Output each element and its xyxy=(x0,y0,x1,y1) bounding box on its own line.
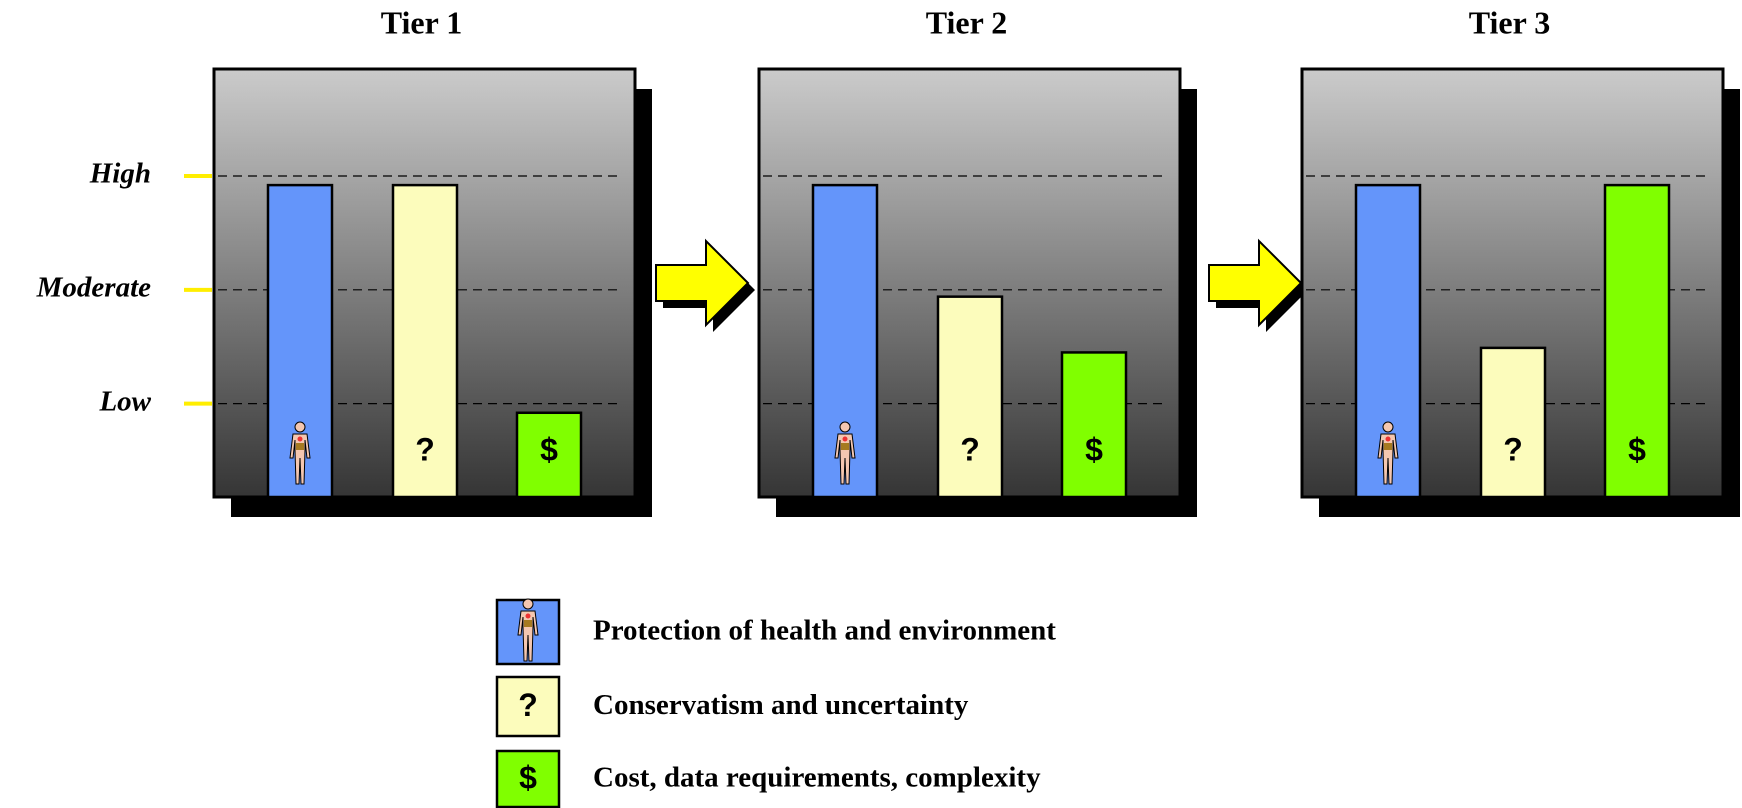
y-tick-label: Low xyxy=(98,385,151,417)
legend-icon: ? xyxy=(518,687,538,723)
bar-icon: $ xyxy=(540,431,558,467)
panel-title: Tier 3 xyxy=(1469,4,1550,40)
bar-icon: ? xyxy=(960,431,980,467)
arrow xyxy=(1208,238,1308,332)
legend-swatch xyxy=(495,675,561,738)
bar-icon: ? xyxy=(415,431,435,467)
y-tick-label: Moderate xyxy=(36,271,152,303)
bar-icon: $ xyxy=(1085,431,1103,467)
legend-swatch xyxy=(495,749,561,808)
legend-icon: $ xyxy=(519,759,537,795)
bar xyxy=(1060,351,1128,499)
legend-label: Cost, data requirements, complexity xyxy=(593,762,1041,794)
arrow xyxy=(655,238,755,332)
arrows xyxy=(655,238,1308,332)
bar xyxy=(391,183,459,499)
legend-label: Protection of health and environment xyxy=(593,615,1056,647)
bar xyxy=(1603,183,1671,499)
legend-label: Conservatism and uncertainty xyxy=(593,689,969,721)
panel-title: Tier 2 xyxy=(926,4,1007,40)
bar xyxy=(1479,346,1547,499)
bar xyxy=(515,411,583,499)
bar xyxy=(936,295,1004,499)
bar-icon: $ xyxy=(1628,431,1646,467)
bar-icon: ? xyxy=(1503,431,1523,467)
y-tick-label: High xyxy=(89,158,151,190)
panel-title: Tier 1 xyxy=(381,4,462,40)
